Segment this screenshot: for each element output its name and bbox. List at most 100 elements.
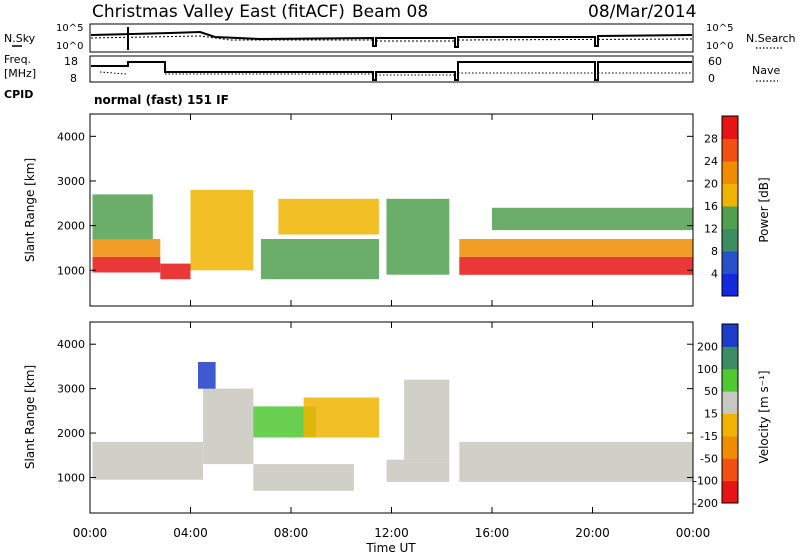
time-tick-label-2: 08:00 (274, 526, 309, 540)
velocity-colorbar-ticks: 200 100 50 15 -15 -50 -100 -200 (693, 340, 718, 510)
power-colorbar-tick-label-2: 12 (704, 223, 718, 236)
power-ylabel: Slant Range [km] (23, 158, 37, 262)
freq-left-tick-top: 18 (64, 55, 78, 68)
velocity-scatter-region-0 (92, 441, 203, 480)
velocity-colorbar-tick-label-5: -50 (700, 452, 718, 465)
power-colorbar-swatch-6 (722, 138, 738, 162)
freq-label-line1: Freq. (4, 53, 31, 66)
velocity-colorbar-tick-label-3: 15 (704, 408, 718, 421)
time-tick-label-1: 04:00 (173, 526, 208, 540)
power-colorbar-tick-label-3: 16 (704, 200, 718, 213)
power-scatter-region-6 (278, 198, 379, 235)
power-colorbar-swatch-4 (722, 183, 738, 207)
time-axis-title: Time UT (365, 541, 416, 554)
velocity-colorbar-tick-label-2: 50 (704, 385, 718, 398)
station-title: Christmas Valley East (fitACF) (92, 2, 345, 22)
velocity-colorbar-swatch-6 (722, 346, 738, 370)
noise-search-line (90, 35, 693, 42)
velocity-scatter-region-1 (203, 388, 254, 465)
velocity-scatter-region-7 (404, 379, 450, 460)
power-colorbar-ticks: 4 8 12 16 20 24 28 (704, 133, 718, 281)
noise-right-label: N.Search (746, 32, 796, 45)
power-scatter-region-3 (160, 263, 191, 280)
power-colorbar-swatch-3 (722, 206, 738, 229)
power-colorbar-tick-label-4: 20 (704, 178, 718, 191)
velocity-colorbar-tick-label-0: 200 (697, 340, 718, 353)
velocity-colorbar-swatch-7 (722, 324, 738, 347)
velocity-colorbar-tick-label-7: -200 (693, 497, 718, 510)
velocity-colorbar-tick-label-4: -15 (700, 430, 718, 443)
noise-right-tick-bottom: 10^0 (706, 41, 733, 52)
power-y-ticks: 1000 2000 3000 4000 (57, 130, 693, 277)
velocity-colorbar-swatch-1 (722, 458, 738, 482)
power-heatmap (92, 189, 693, 280)
velocity-panel-bg (90, 322, 693, 513)
power-y-tick-label-2: 3000 (57, 175, 85, 188)
noise-left-label: N.Sky (4, 32, 36, 45)
power-panel: Slant Range [km] 1000 2000 3000 4000 (23, 113, 694, 307)
nave-right-tick-top: 60 (708, 55, 722, 68)
noise-right-tick-top: 10^5 (706, 23, 733, 34)
power-colorbar-tick-label-5: 24 (704, 155, 718, 168)
time-tick-label-5: 20:00 (575, 526, 610, 540)
noise-sky-line (90, 30, 693, 48)
velocity-colorbar-tick-label-6: -100 (693, 475, 718, 488)
noise-left-tick-bottom: 10^0 (56, 41, 83, 52)
power-colorbar-swatch-7 (722, 116, 738, 139)
power-scatter-region-9 (459, 239, 693, 257)
velocity-y-tick-label-2: 3000 (57, 383, 85, 396)
beam-label: Beam 08 (352, 2, 428, 22)
power-scatter-region-4 (190, 189, 254, 271)
velocity-scatter-region-3 (253, 464, 354, 491)
freq-label-line2: [MHz] (4, 67, 36, 80)
noise-panel-frame (89, 23, 694, 53)
freq-left-tick-bottom: 8 (70, 72, 77, 85)
velocity-colorbar-swatch-3 (722, 413, 738, 437)
velocity-y-tick-label-3: 4000 (57, 338, 85, 351)
velocity-scatter-region-2 (198, 362, 216, 389)
velocity-ylabel: Slant Range [km] (23, 365, 37, 469)
cpid-value: normal (fast) 151 IF (94, 93, 229, 107)
power-colorbar-swatch-1 (722, 251, 738, 274)
frequency-panel-frame (89, 55, 694, 83)
power-colorbar-frame (721, 115, 739, 297)
velocity-panel: Slant Range [km] 1000 2000 3000 4000 (23, 321, 694, 514)
power-scatter-region-8 (459, 256, 693, 275)
time-tick-label-4: 16:00 (475, 526, 510, 540)
power-colorbar-swatch-2 (722, 228, 738, 252)
power-colorbar-tick-label-1: 8 (711, 245, 718, 258)
power-colorbar-swatch-5 (722, 161, 738, 184)
frequency-panel: Freq. [MHz] 18 8 60 0 Nave (4, 53, 780, 85)
power-colorbar-tick-label-6: 28 (704, 133, 718, 146)
time-tick-label-3: 12:00 (374, 526, 409, 540)
velocity-colorbar-swatch-5 (722, 368, 738, 392)
velocity-scatter-region-5 (303, 397, 379, 438)
power-colorbar (721, 115, 739, 297)
power-y-tick-label-3: 4000 (57, 130, 85, 143)
date-label: 08/Mar/2014 (588, 2, 696, 22)
power-y-tick-label-0: 1000 (57, 264, 85, 277)
power-scatter-region-2 (92, 194, 153, 240)
velocity-colorbar-swatch-4 (722, 391, 738, 414)
velocity-colorbar-frame (721, 323, 739, 504)
time-tick-label-6: 00:00 (676, 526, 711, 540)
velocity-colorbar (721, 323, 739, 504)
nave-label: Nave (752, 64, 780, 77)
power-colorbar-tick-label-0: 4 (711, 268, 718, 281)
velocity-colorbar-swatch-2 (722, 435, 738, 459)
power-y-tick-label-1: 2000 (57, 220, 85, 233)
velocity-scatter-region-6 (386, 459, 450, 482)
noise-left-tick-top: 10^5 (56, 23, 83, 34)
power-colorbar-swatch-0 (722, 273, 738, 297)
power-scatter-region-0 (92, 256, 161, 273)
velocity-y-tick-label-0: 1000 (57, 471, 85, 484)
power-scatter-region-1 (92, 239, 161, 257)
velocity-y-tick-label-1: 2000 (57, 427, 85, 440)
power-scatter-region-5 (260, 239, 379, 280)
velocity-scatter-region-8 (459, 441, 693, 482)
power-colorbar-label: Power [dB] (757, 177, 771, 242)
time-tick-label-0: 00:00 (73, 526, 108, 540)
velocity-y-ticks: 1000 2000 3000 4000 (57, 338, 693, 484)
